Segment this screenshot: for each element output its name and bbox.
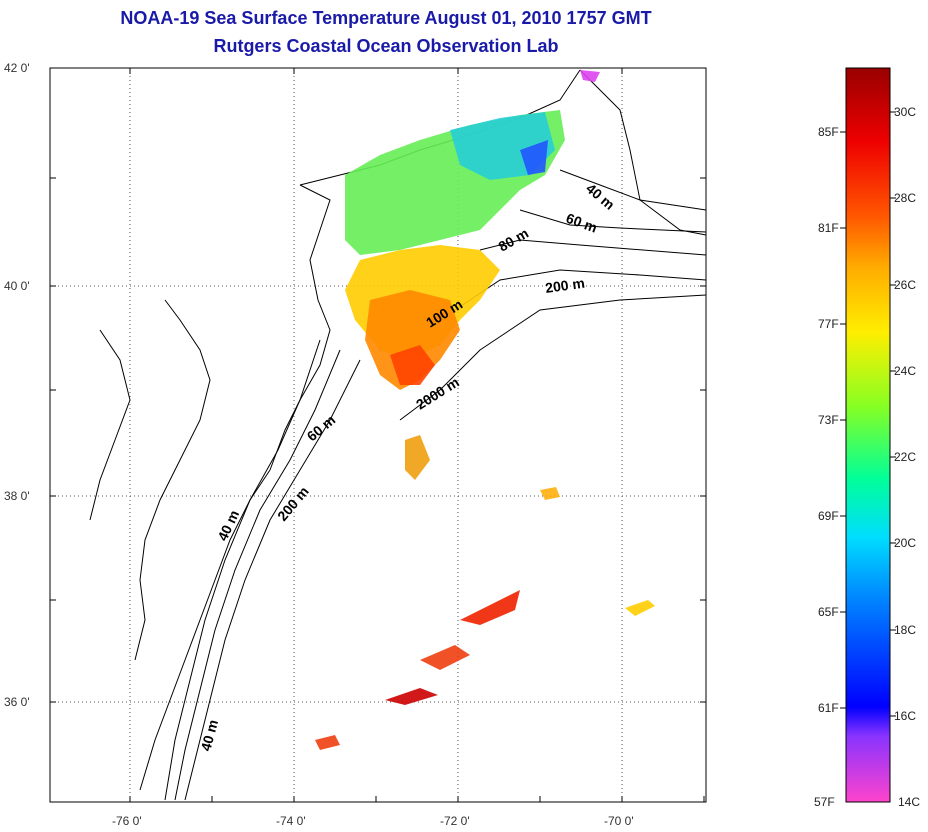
sst-data-layer	[315, 70, 655, 750]
map-subtitle: Rutgers Coastal Ocean Observation Lab	[213, 36, 559, 56]
coastline-bay-west-shore	[89, 329, 131, 521]
sst-patch-orange-small	[405, 435, 430, 480]
coastline-delmarva-virginia	[139, 469, 271, 791]
colorbar-f-69: 69F	[818, 509, 839, 523]
coastline	[89, 69, 707, 791]
lat-label-38: 38 0'	[4, 489, 30, 503]
colorbar-f-65: 65F	[818, 605, 839, 619]
colorbar-f-73: 73F	[818, 413, 839, 427]
colorbar-c-26: 26C	[894, 278, 916, 292]
map-frame-border	[49, 67, 707, 803]
colorbar-f-85: 85F	[818, 125, 839, 139]
colorbar-c-20: 20C	[894, 536, 916, 550]
colorbar-f-81: 81F	[818, 221, 839, 235]
colorbar-c-22: 22C	[894, 450, 916, 464]
contour-60m-south	[174, 349, 341, 801]
map-title: NOAA-19 Sea Surface Temperature August 0…	[120, 8, 652, 28]
lon-label-74: -74 0'	[276, 814, 306, 828]
contour-40m-north	[559, 169, 707, 211]
contour-200m-south	[184, 359, 361, 801]
sst-patch-dark-red	[385, 688, 438, 705]
colorbar-ticks	[840, 111, 896, 717]
sst-patch-blue	[520, 140, 548, 175]
sst-patch-magenta	[580, 70, 600, 82]
contour-2000m	[399, 294, 707, 421]
colorbar-f-61: 61F	[818, 701, 839, 715]
sst-patch-orange-east	[540, 487, 560, 500]
contour-label-40m-c: 40 m	[197, 718, 221, 753]
lat-label-42: 42 0'	[4, 61, 30, 75]
coastline-cape-cod	[579, 69, 707, 236]
lon-label-72: -72 0'	[440, 814, 470, 828]
lon-label-70: -70 0'	[604, 814, 634, 828]
colorbar-c-18: 18C	[894, 623, 916, 637]
sst-patch-yellow-east	[625, 600, 655, 616]
colorbar-f-77: 77F	[818, 317, 839, 331]
contour-80m-north	[479, 239, 707, 256]
colorbar-c-14: 14C	[898, 795, 920, 809]
colorbar-c-16: 16C	[894, 709, 916, 723]
colorbar-c-30: 30C	[894, 105, 916, 119]
tick-marks	[50, 68, 706, 802]
coastline-chesapeake-bay	[134, 299, 211, 661]
colorbar-f-57: 57F	[814, 795, 835, 809]
sst-patch-red-1	[460, 590, 520, 625]
colorbar-gradient	[845, 67, 891, 803]
colorbar-c-28: 28C	[894, 191, 916, 205]
sst-patch-red-3	[315, 735, 340, 750]
colorbar-c-24: 24C	[894, 364, 916, 378]
sst-patch-orange	[365, 290, 460, 390]
lat-label-36: 36 0'	[4, 695, 30, 709]
contour-60m-north	[519, 209, 707, 233]
contour-40m-south	[164, 339, 321, 801]
contour-label-200m-a: 200 m	[544, 275, 586, 296]
lon-label-76: -76 0'	[112, 814, 142, 828]
sst-patch-red-orange	[390, 345, 435, 385]
sst-patch-red-2	[420, 645, 470, 670]
coastline-new-jersey	[269, 184, 331, 471]
lat-label-40: 40 0'	[4, 279, 30, 293]
